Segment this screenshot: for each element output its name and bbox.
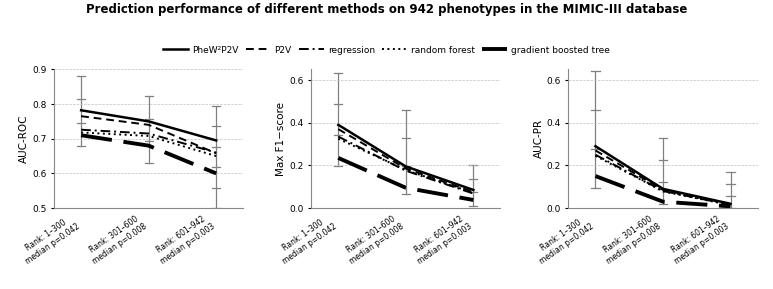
Text: Prediction performance of different methods on 942 phenotypes in the MIMIC-III d: Prediction performance of different meth… bbox=[86, 3, 687, 16]
Y-axis label: AUC-PR: AUC-PR bbox=[533, 119, 543, 158]
Y-axis label: AUC-ROC: AUC-ROC bbox=[19, 114, 29, 163]
Legend: PheW²P2V, P2V, regression, random forest, gradient boosted tree: PheW²P2V, P2V, regression, random forest… bbox=[159, 42, 614, 58]
Y-axis label: Max F1−score: Max F1−score bbox=[277, 102, 287, 176]
